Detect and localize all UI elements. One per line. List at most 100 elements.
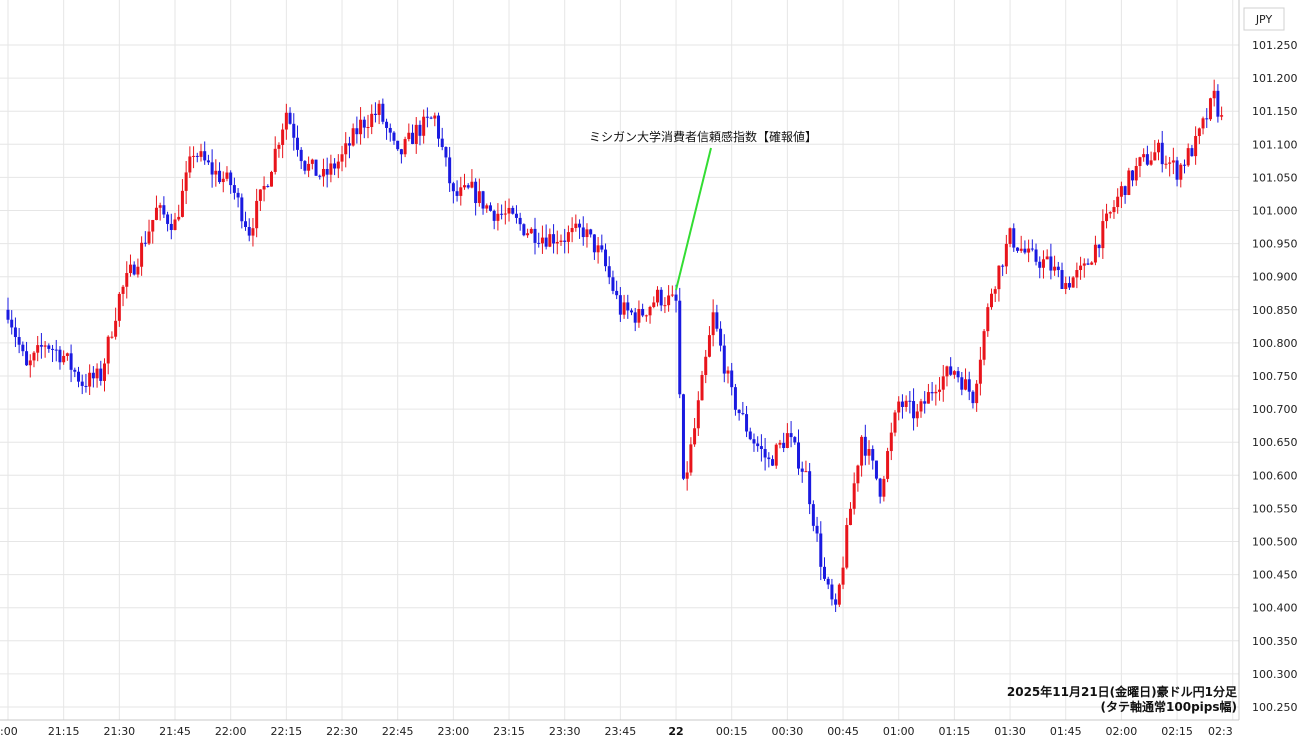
y-tick-label: 100.250 <box>1252 701 1298 714</box>
candle-body <box>930 392 934 394</box>
candle-body <box>819 533 823 567</box>
candle-body <box>169 223 173 230</box>
candle-body <box>730 370 734 388</box>
y-tick-label: 100.750 <box>1252 370 1298 383</box>
candle-body <box>670 294 674 296</box>
candle-body <box>114 320 118 337</box>
candle-body <box>140 242 144 267</box>
candle-body <box>522 224 526 236</box>
candle-body <box>1012 228 1016 248</box>
candle-body <box>284 112 288 130</box>
candle-body <box>852 483 856 509</box>
candle-body <box>860 436 864 466</box>
candle-body <box>1190 148 1194 157</box>
candle-body <box>143 242 147 244</box>
candle-body <box>88 372 92 387</box>
y-tick-label: 100.800 <box>1252 337 1298 350</box>
candle-body <box>837 584 841 605</box>
candle-body <box>719 328 723 346</box>
candle-body <box>1101 221 1105 249</box>
candle-body <box>262 185 266 190</box>
candle-body <box>789 433 793 438</box>
y-tick-label: 101.050 <box>1252 171 1298 184</box>
y-tick-label: 100.850 <box>1252 304 1298 317</box>
candle-body <box>856 465 860 484</box>
y-tick-label: 101.100 <box>1252 138 1298 151</box>
candle-body <box>151 219 155 232</box>
candle-body <box>782 442 786 449</box>
candle-body <box>1071 277 1075 288</box>
candle-body <box>1182 164 1186 166</box>
candle-body <box>1105 213 1109 222</box>
candle-body <box>1008 228 1012 244</box>
candle-body <box>667 295 671 306</box>
x-tick-label: 00:30 <box>772 725 804 738</box>
candle-body <box>1019 248 1023 251</box>
candle-body <box>1116 196 1120 208</box>
candle-body <box>173 219 177 230</box>
chart-caption-title: 2025年11月21日(金曜日)豪ドル円1分足 <box>1007 684 1237 699</box>
candle-body <box>399 149 403 155</box>
candle-body <box>897 401 901 413</box>
candle-body <box>967 379 971 392</box>
candle-body <box>1049 256 1053 271</box>
x-tick-label: 23:45 <box>605 725 637 738</box>
candle-body <box>559 240 563 242</box>
candle-body <box>555 241 559 244</box>
candle-body <box>488 205 492 211</box>
candle-body <box>136 266 140 275</box>
candle-body <box>900 401 904 407</box>
candle-body <box>266 185 270 187</box>
candle-body <box>715 312 719 329</box>
candle-body <box>218 170 222 183</box>
annotation-label: ミシガン大学消費者信頼感指数【確報値】 <box>589 129 817 144</box>
candle-body <box>912 401 916 419</box>
candle-body <box>125 273 129 287</box>
candle-body <box>637 308 641 323</box>
candle-body <box>1108 212 1112 214</box>
y-tick-label: 100.650 <box>1252 436 1298 449</box>
candle-body <box>956 371 960 378</box>
candle-body <box>552 234 556 244</box>
candle-body <box>362 119 366 128</box>
candle-body <box>778 442 782 445</box>
x-tick-label: 21:30 <box>103 725 135 738</box>
candle-body <box>756 443 760 447</box>
candle-body <box>982 331 986 360</box>
candle-body <box>964 379 968 390</box>
candle-body <box>923 401 927 404</box>
candle-body <box>177 216 181 220</box>
candle-body <box>47 345 51 349</box>
candle-body <box>1149 160 1153 165</box>
candle-body <box>707 335 711 357</box>
candle-body <box>529 228 533 234</box>
candle-body <box>1064 283 1068 289</box>
candle-body <box>893 412 897 433</box>
candle-body <box>451 183 455 192</box>
candle-body <box>633 312 637 323</box>
candle-body <box>21 344 25 352</box>
candle-body <box>414 124 418 144</box>
candle-body <box>255 200 259 229</box>
candle-body <box>696 400 700 429</box>
candle-body <box>811 504 815 526</box>
candle-body <box>882 478 886 497</box>
candle-body <box>288 112 292 124</box>
candle-body <box>915 411 919 419</box>
annotation-group: ミシガン大学消費者信頼感指数【確報値】 <box>589 129 817 291</box>
candle-body <box>1179 164 1183 180</box>
candle-body <box>615 290 619 296</box>
x-tick-label: 22:00 <box>215 725 247 738</box>
candle-body <box>804 471 808 473</box>
x-tick-label: 22:45 <box>382 725 414 738</box>
candle-body <box>1186 148 1190 166</box>
candle-body <box>1041 259 1045 268</box>
chart-grid <box>0 0 1239 720</box>
candle-body <box>759 446 763 450</box>
candle-body <box>1201 118 1205 129</box>
candle-body <box>830 584 834 600</box>
candle-body <box>359 119 363 135</box>
candle-body <box>69 353 73 370</box>
candle-body <box>652 302 656 307</box>
